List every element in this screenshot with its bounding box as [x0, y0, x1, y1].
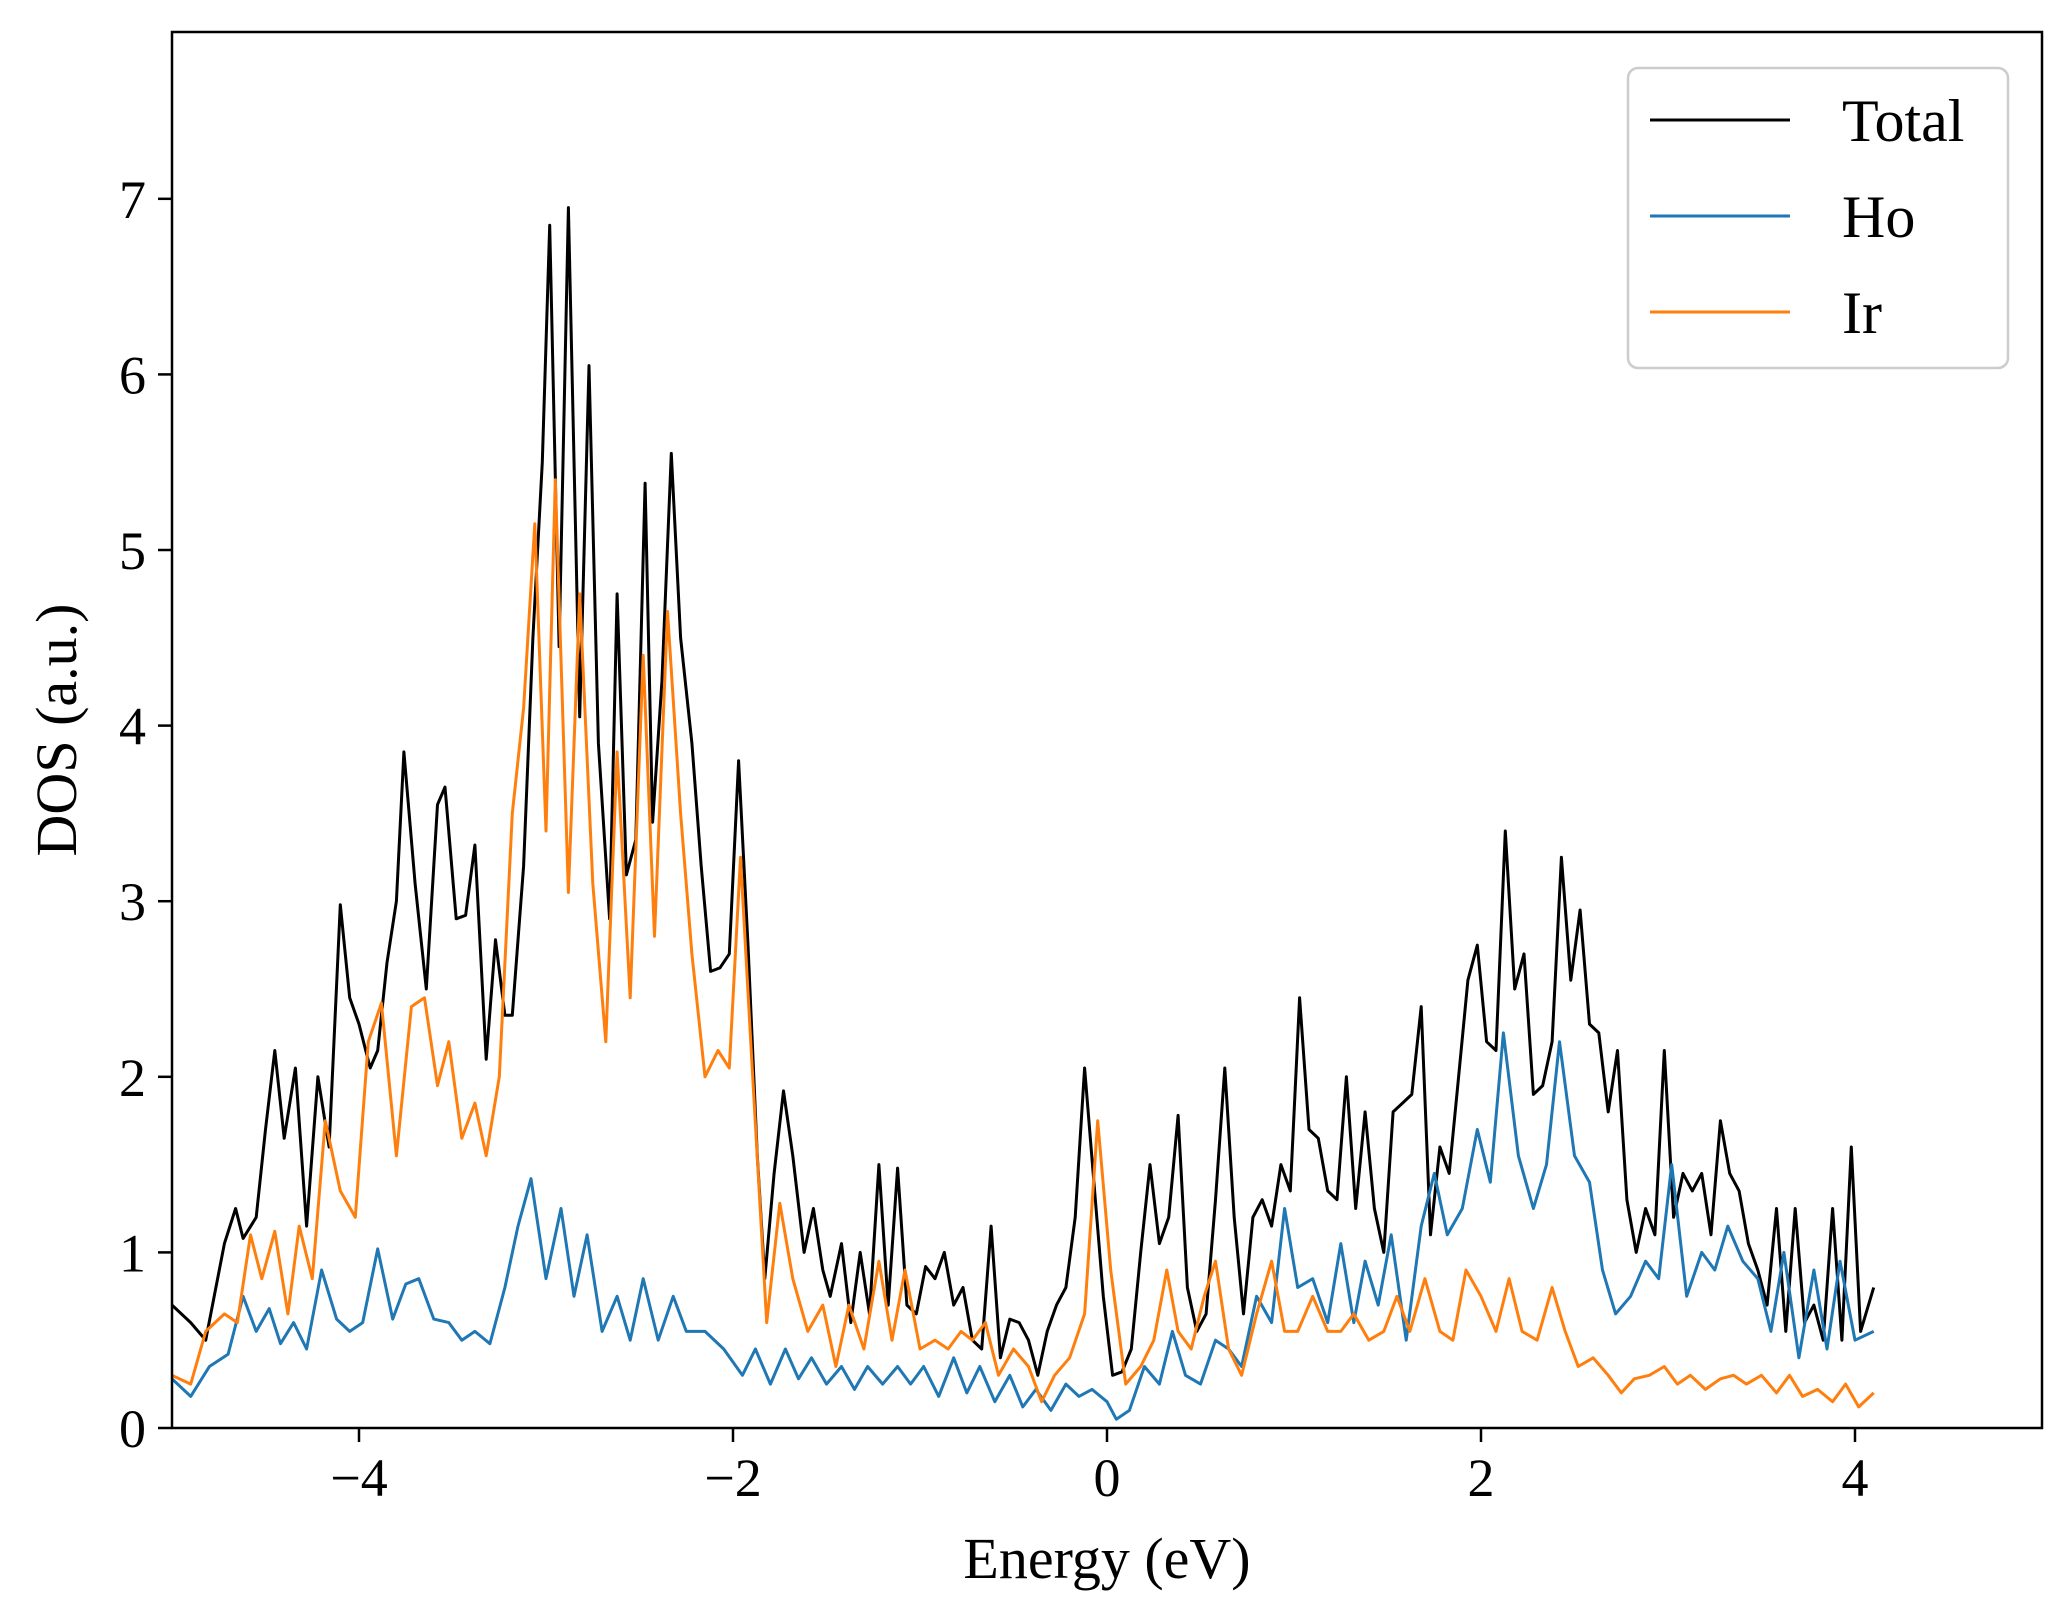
series-lines [172, 206, 1876, 1421]
y-tick-label: 0 [119, 1399, 146, 1459]
legend-label-ho: Ho [1842, 184, 1915, 250]
x-tick-label: −4 [330, 1448, 387, 1508]
y-tick-label: 2 [119, 1048, 146, 1108]
y-tick-label: 6 [119, 345, 146, 405]
x-tick-label: 4 [1842, 1448, 1869, 1508]
y-tick-label: 7 [119, 170, 146, 230]
x-axis-title: Energy (eV) [963, 1526, 1250, 1591]
x-tick-label: 2 [1468, 1448, 1495, 1508]
y-axis-title: DOS (a.u.) [24, 604, 89, 857]
x-tick-label: 0 [1094, 1448, 1121, 1508]
x-tick-label: −2 [704, 1448, 761, 1508]
y-tick-label: 5 [119, 521, 146, 581]
y-tick-label: 4 [119, 697, 146, 757]
legend-box [1626, 66, 2010, 370]
legend: Total Ho Ir [1626, 66, 2010, 370]
y-axis-ticks: 0 1 2 3 4 5 6 7 [119, 170, 172, 1459]
y-tick-label: 3 [119, 872, 146, 932]
y-tick-label: 1 [119, 1223, 146, 1283]
series-line-total [172, 206, 1876, 1377]
legend-label-total: Total [1842, 88, 1964, 154]
series-line-ir [172, 478, 1875, 1409]
legend-label-ir: Ir [1842, 280, 1882, 346]
x-axis-ticks: −4 −2 0 2 4 [330, 1428, 1869, 1508]
